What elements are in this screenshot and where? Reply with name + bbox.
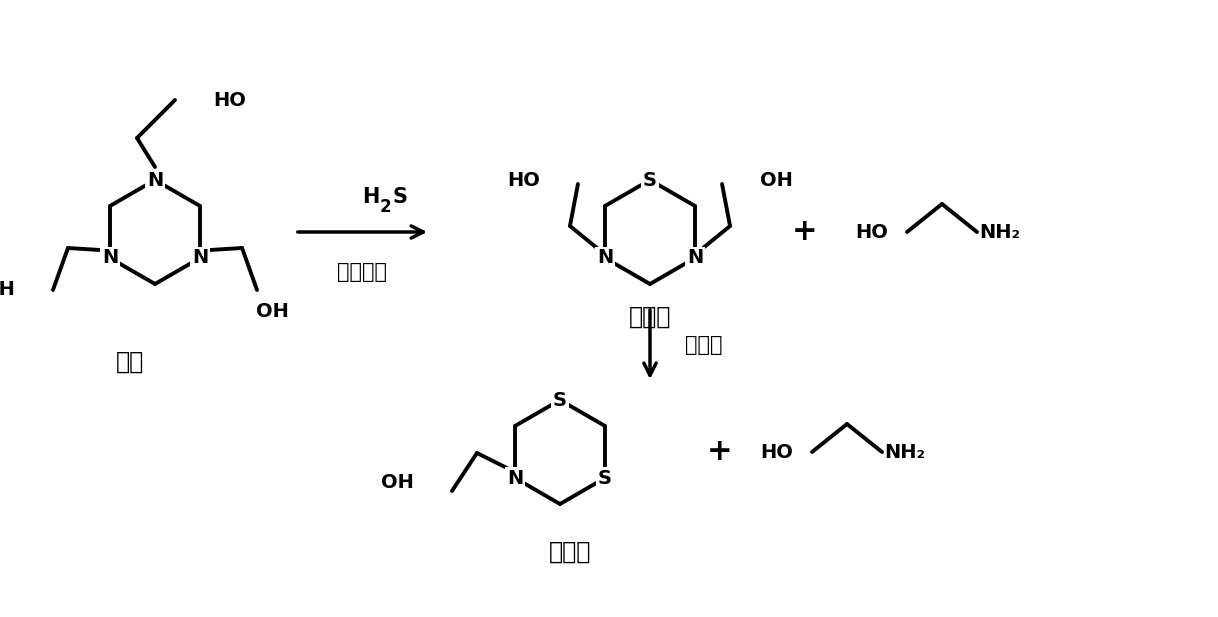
Text: S: S: [643, 170, 657, 189]
Text: N: N: [687, 249, 703, 268]
Text: HO: HO: [507, 172, 540, 191]
Text: NH₂: NH₂: [979, 223, 1019, 241]
Text: +: +: [792, 218, 817, 247]
Text: S: S: [553, 391, 568, 410]
Text: 二噻嗪: 二噻嗪: [549, 540, 591, 564]
Text: S: S: [392, 187, 407, 207]
Text: +: +: [708, 437, 733, 466]
Text: HO: HO: [213, 91, 246, 109]
Text: OH: OH: [381, 473, 414, 492]
Text: 快速反应: 快速反应: [337, 262, 387, 282]
Text: 噻二嗪: 噻二嗪: [628, 305, 671, 329]
Text: 慢反应: 慢反应: [685, 335, 722, 355]
Text: HO: HO: [855, 223, 888, 241]
Text: N: N: [102, 249, 118, 268]
Text: OH: OH: [760, 172, 793, 191]
Text: N: N: [192, 249, 208, 268]
Text: N: N: [147, 170, 163, 189]
Text: H: H: [362, 187, 379, 207]
Text: OH: OH: [0, 281, 15, 299]
Text: N: N: [597, 249, 613, 268]
Text: NH₂: NH₂: [884, 442, 924, 462]
Text: OH: OH: [256, 302, 289, 321]
Text: 三嗪: 三嗪: [116, 350, 144, 374]
Text: N: N: [507, 468, 523, 487]
Text: S: S: [598, 468, 611, 487]
Text: 2: 2: [380, 198, 392, 216]
Text: HO: HO: [760, 442, 793, 462]
